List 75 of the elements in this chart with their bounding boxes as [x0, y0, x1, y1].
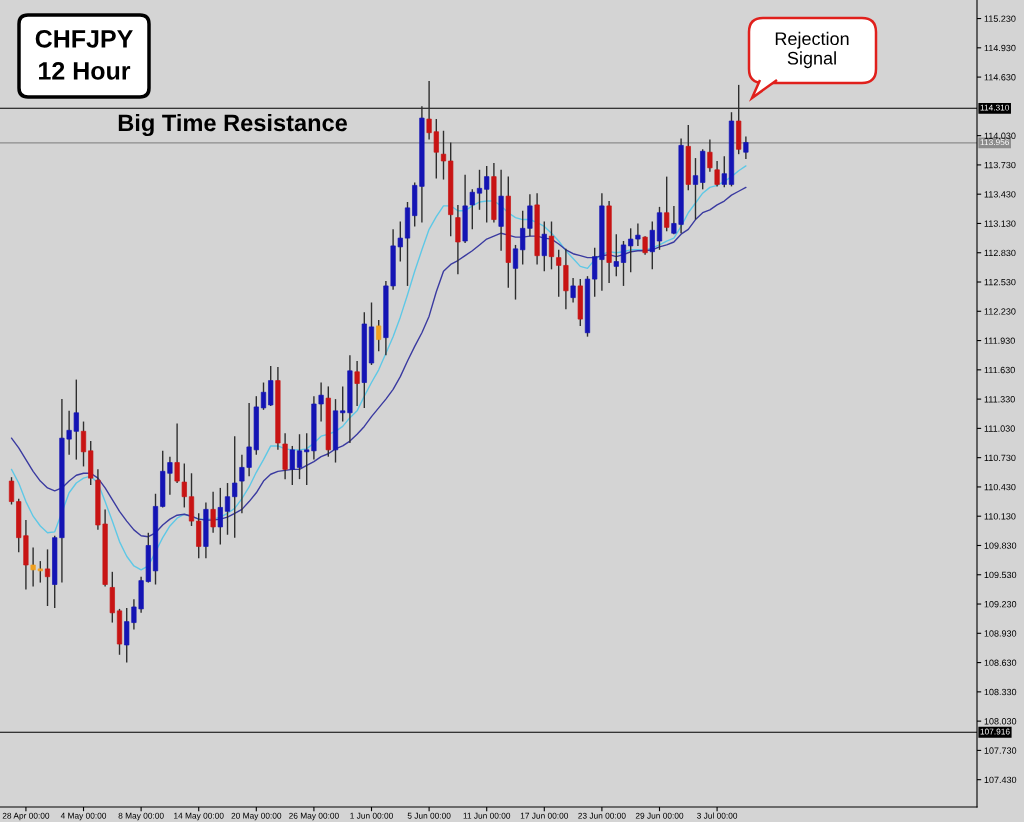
x-tick-label: 26 May 00:00: [289, 812, 339, 821]
y-tick-label: 113.130: [984, 220, 1016, 227]
candlestick: [289, 445, 295, 486]
candlestick: [613, 233, 619, 277]
y-tick-label: 108.630: [984, 659, 1017, 666]
y-tick-label: 110.430: [984, 483, 1016, 491]
x-tick-label: 20 May 00:00: [231, 812, 282, 821]
y-tick-label: 112.530: [984, 278, 1016, 286]
y-tick-label: 112.230: [984, 308, 1016, 315]
x-tick-label: 23 Jun 00:00: [578, 812, 626, 819]
text: 12 Hour: [39, 62, 131, 80]
y-tick-label: 114.630: [984, 74, 1016, 81]
y-tick-label: 114.030: [984, 132, 1016, 139]
candlestick: [707, 138, 713, 173]
candlestick: [620, 240, 627, 287]
y-tick-label: 114.930: [984, 44, 1016, 52]
x-tick-label: 11 Jun 00:00: [463, 812, 511, 819]
candlestick: [260, 381, 267, 411]
x-tick-label: 1 Jun 00:00: [350, 812, 393, 819]
candlestick: [484, 165, 490, 224]
x-tick-label: 8 May 00:00: [118, 812, 164, 821]
candlestick: [80, 420, 87, 468]
y-tick-label: 108.030: [984, 718, 1017, 725]
x-tick-label: 4 May 00:00: [60, 812, 107, 821]
x-tick-label: 3 Jul 00:00: [697, 812, 738, 819]
y-tick-label: 111.030: [984, 425, 1015, 432]
ref-line-label: 113.956: [980, 139, 1010, 146]
y-tick-label: 108.930: [984, 630, 1017, 637]
y-tick-label: 113.430: [984, 191, 1016, 198]
y-tick-label: 109.530: [984, 571, 1017, 579]
candlestick: [743, 135, 749, 160]
candlestick: [210, 491, 216, 534]
x-tick-label: 29 Jun 00:00: [635, 812, 684, 819]
candlestick: [512, 244, 519, 301]
y-tick-label: 107.730: [984, 747, 1017, 754]
y-tick-label: 107.430: [984, 776, 1017, 784]
candlestick: [714, 160, 720, 188]
y-tick-label: 115.230: [984, 15, 1016, 22]
candlestick: [8, 476, 15, 506]
candlestick: [440, 130, 447, 181]
y-tick-label: 109.230: [984, 601, 1017, 608]
y-tick-label: 109.830: [984, 542, 1017, 549]
candlestick: [642, 235, 648, 256]
candlestick: [354, 360, 360, 407]
y-tick-label: 113.730: [984, 161, 1016, 169]
ref-line-label: 107.916: [980, 728, 1010, 735]
candlestick: [721, 155, 727, 189]
candlestick: [570, 277, 576, 304]
x-tick-label: 14 May 00:00: [174, 812, 224, 821]
candlestick: [548, 220, 555, 271]
y-tick-label: 112.830: [984, 249, 1016, 257]
text: Rejection Signal: [775, 31, 849, 69]
candlestick: [476, 169, 483, 211]
y-tick-label: 111.930: [984, 337, 1015, 344]
candlestick: [232, 435, 238, 539]
candlestick: [376, 319, 382, 352]
x-tick-label: 5 Jun 00:00: [407, 812, 451, 819]
candlestick: [44, 548, 51, 607]
y-tick-label: 108.330: [984, 688, 1017, 696]
annotation: Big Time Resistance: [118, 113, 347, 137]
candlestick: [541, 220, 547, 272]
x-tick-label: 28 Apr 00:00: [2, 812, 50, 821]
y-tick-label: 110.730: [984, 454, 1016, 462]
x-tick-label: 17 Jun 00:00: [520, 812, 569, 819]
candlestick: [692, 157, 699, 221]
y-tick-label: 111.630: [984, 366, 1015, 374]
candlestick: [649, 220, 655, 271]
candlestick: [217, 487, 223, 546]
candlestick: [664, 175, 670, 232]
text: CHFJPY: [35, 30, 133, 48]
ref-line-label: 114.310: [980, 104, 1010, 111]
y-tick-label: 111.330: [984, 396, 1015, 403]
y-tick-label: 110.130: [984, 513, 1016, 520]
candlestick: [296, 433, 303, 480]
candlestick: [224, 482, 231, 536]
